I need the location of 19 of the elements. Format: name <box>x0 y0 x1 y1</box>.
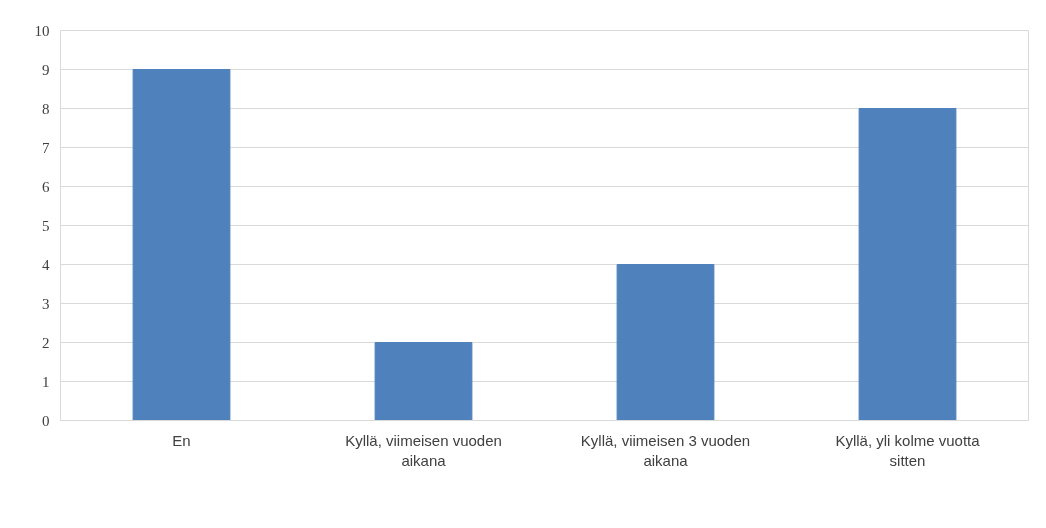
y-tick-label: 9 <box>42 61 50 78</box>
y-tick-label: 3 <box>42 295 50 312</box>
y-tick-label: 10 <box>34 22 50 39</box>
x-tick-label: Kyllä, viimeisen 3 vuoden aikana <box>580 431 751 469</box>
y-tick-label: 7 <box>42 139 50 156</box>
x-tick-label: Kyllä, viimeisen vuoden aikana <box>345 431 502 469</box>
y-tick-label: 8 <box>42 100 50 117</box>
y-tick-label: 5 <box>42 217 50 234</box>
y-tick-label: 4 <box>42 256 50 273</box>
y-tick-label: 1 <box>42 373 50 390</box>
x-tick-label: En <box>172 431 191 449</box>
y-tick-label: 2 <box>42 334 50 351</box>
bar <box>374 342 473 421</box>
y-tick-label: 6 <box>42 178 50 195</box>
bar <box>616 264 715 421</box>
bar <box>858 108 957 421</box>
y-tick-label: 0 <box>42 412 50 429</box>
bar <box>132 69 231 421</box>
x-tick-label: Kyllä, yli kolme vuotta sitten <box>835 431 981 469</box>
